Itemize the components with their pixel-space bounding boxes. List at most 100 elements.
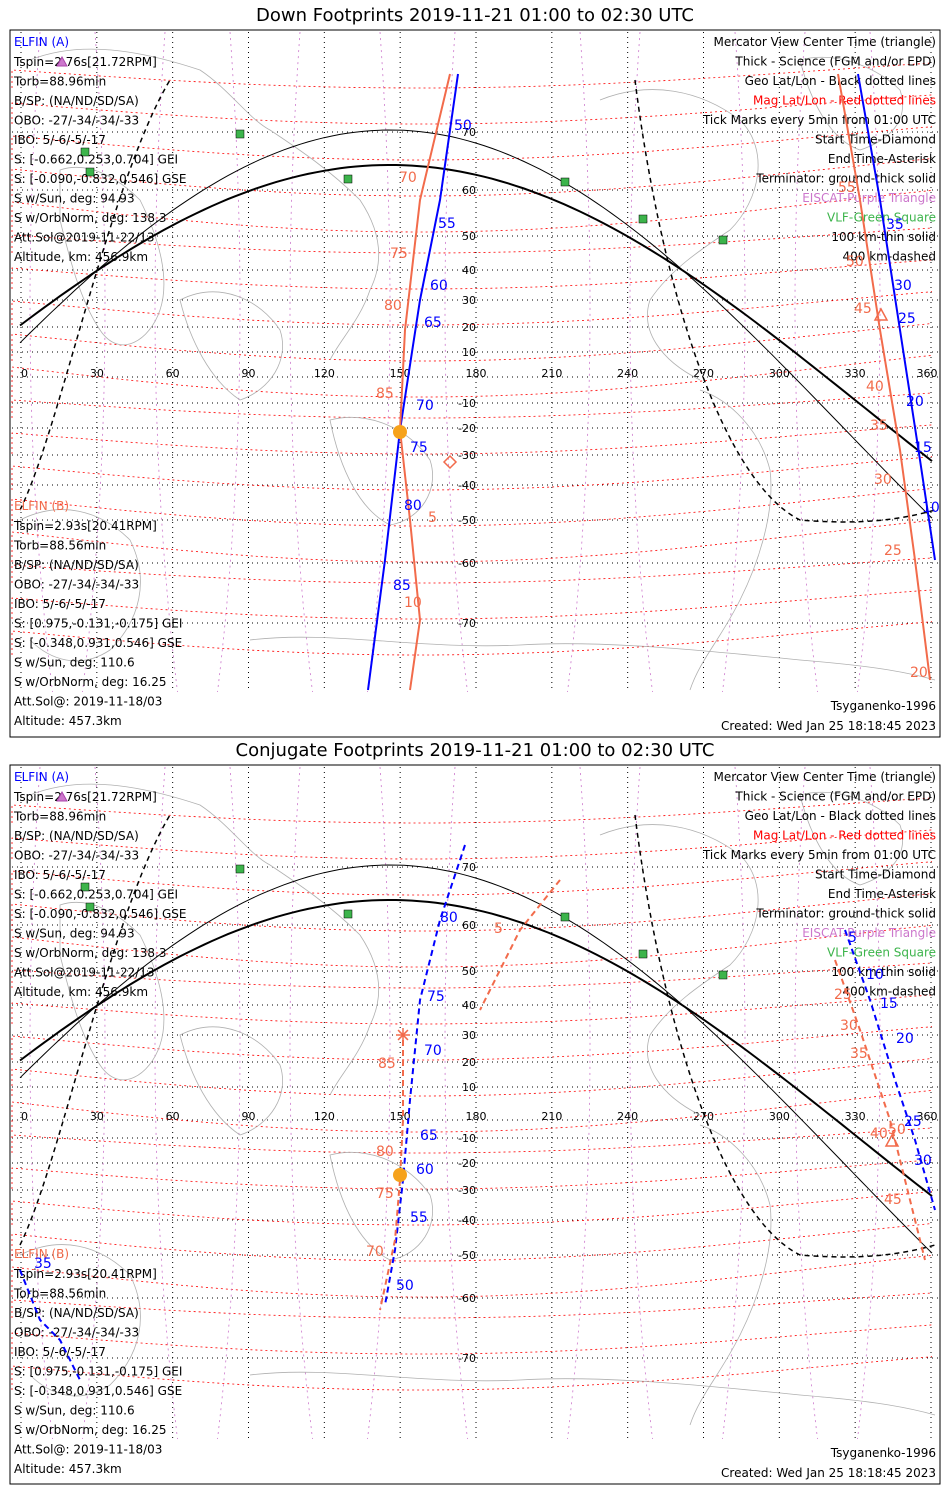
lon-tick-label: 330 bbox=[845, 1110, 866, 1123]
elfin-b-track-label: 40 bbox=[866, 379, 884, 395]
elfin-a-line: S: [-0.662,0.253,0.704] GEI bbox=[14, 888, 178, 902]
lon-tick-label: 30 bbox=[90, 1110, 104, 1123]
elfin-a-track-label: 50 bbox=[454, 118, 472, 134]
elfin-b-track-label: 45 bbox=[854, 301, 872, 317]
elfin-b-track-label: 5 bbox=[428, 510, 437, 526]
elfin-b-line: S: [-0.348,0.931,0.546] GSE bbox=[14, 636, 182, 650]
legend-item: Terminator: ground-thick solid bbox=[755, 172, 936, 186]
model-name: Tsyganenko-1996 bbox=[830, 1446, 936, 1460]
mag-meridian bbox=[857, 766, 881, 1440]
elfin-b-track-label: 25 bbox=[834, 987, 852, 1003]
legend-item: End Time-Asterisk bbox=[828, 887, 936, 901]
elfin-a-line: S w/Sun, deg: 94.93 bbox=[14, 192, 135, 206]
elfin-b-track-label: 50 bbox=[846, 254, 864, 270]
elfin-a-line: S: [-0.090,-0.832,0.546] GSE bbox=[14, 172, 187, 186]
mag-meridian bbox=[444, 766, 468, 1440]
mag-parallel bbox=[11, 259, 933, 290]
legend-item: Terminator: ground-thick solid bbox=[755, 907, 936, 921]
lon-tick-label: 300 bbox=[769, 1110, 790, 1123]
mag-parallel bbox=[11, 1026, 933, 1061]
mag-meridian bbox=[794, 766, 818, 1440]
created-timestamp: Created: Wed Jan 25 18:18:45 2023 bbox=[721, 1466, 936, 1480]
asterisk-icon bbox=[397, 1029, 409, 1041]
elfin-a-line: Torb=88.96min bbox=[13, 810, 106, 824]
legend-item: Start Time-Diamond bbox=[815, 133, 936, 147]
elfin-b-name: ELFIN (B) bbox=[14, 499, 69, 513]
lat-tick-label: 20 bbox=[462, 1056, 476, 1069]
terminator-400km bbox=[19, 814, 171, 1246]
mag-parallel bbox=[11, 424, 933, 455]
diamond-icon bbox=[442, 454, 458, 470]
elfin-b-name: ELFIN (B) bbox=[14, 1247, 69, 1261]
mag-parallel bbox=[11, 291, 933, 326]
mag-meridian bbox=[217, 766, 241, 1440]
lon-tick-label: 240 bbox=[617, 367, 638, 380]
terminator-100km bbox=[19, 129, 933, 519]
lat-tick-label: -50 bbox=[458, 514, 476, 527]
elfin-b-track-label: 80 bbox=[376, 1144, 394, 1160]
lat-tick-label: -20 bbox=[458, 422, 476, 435]
terminator-400km bbox=[19, 79, 171, 511]
legend-item: VLF-Green Square bbox=[827, 211, 936, 225]
legend-item: Geo Lat/Lon - Black dotted lines bbox=[745, 809, 936, 823]
elfin-b-track-label: 30 bbox=[874, 472, 892, 488]
elfin-b-track-label: 70 bbox=[366, 1244, 384, 1260]
elfin-a-track-right bbox=[857, 73, 936, 561]
elfin-b-line: IBO: 5/-6/-5/-17 bbox=[14, 1345, 106, 1359]
triangle-icon bbox=[56, 790, 68, 802]
mag-parallel bbox=[11, 1255, 933, 1298]
elfin-a-track-label: 65 bbox=[424, 315, 442, 331]
mag-parallel bbox=[11, 589, 933, 620]
legend-item: Thick - Science (FGM and/or EPD) bbox=[734, 790, 936, 804]
mag-parallel bbox=[11, 994, 933, 1025]
elfin-b-track-label: 75 bbox=[390, 246, 408, 262]
elfin-a-track-label: 60 bbox=[416, 1162, 434, 1178]
created-timestamp: Created: Wed Jan 25 18:18:45 2023 bbox=[721, 719, 936, 733]
mag-parallel bbox=[11, 520, 933, 563]
elfin-a-track-label: 5 bbox=[848, 930, 857, 946]
elfin-a-track-label: 25 bbox=[904, 1114, 922, 1130]
elfin-b-track-label: 45 bbox=[884, 1192, 902, 1208]
elfin-a-track-label: 70 bbox=[424, 1043, 442, 1059]
lat-tick-label: 50 bbox=[462, 230, 476, 243]
elfin-b-line: Altitude: 457.3km bbox=[14, 714, 122, 728]
triangle-icon bbox=[873, 307, 889, 321]
lat-tick-label: 70 bbox=[462, 126, 476, 139]
elfin-b-line: S w/Sun, deg: 110.6 bbox=[14, 1404, 135, 1418]
elfin-a-line: Torb=88.96min bbox=[13, 75, 106, 89]
vlf-green-square bbox=[560, 177, 570, 187]
elfin-b-line: Tspin=2.93s[20.41RPM] bbox=[13, 519, 157, 533]
mag-parallel bbox=[11, 1090, 933, 1133]
elfin-b-track-label: 35 bbox=[870, 418, 888, 434]
lat-tick-label: -70 bbox=[458, 617, 476, 630]
elfin-a-track-label: 85 bbox=[393, 578, 411, 594]
model-name: Tsyganenko-1996 bbox=[830, 699, 936, 713]
lon-tick-label: 0 bbox=[21, 367, 28, 380]
elfin-a-name: ELFIN (A) bbox=[14, 770, 69, 784]
elfin-b-track-right bbox=[834, 959, 926, 1261]
elfin-b-track-label: 75 bbox=[376, 1186, 394, 1202]
mag-parallel bbox=[11, 829, 933, 860]
continent-outline bbox=[329, 417, 433, 526]
lat-tick-label: -40 bbox=[458, 479, 476, 492]
elfin-b-line: Torb=88.56min bbox=[13, 1287, 106, 1301]
lat-tick-label: -60 bbox=[458, 1292, 476, 1305]
elfin-a-line: Tspin=2.76s[21.72RPM] bbox=[13, 790, 157, 804]
elfin-a-track-label: 10 bbox=[866, 967, 884, 983]
lat-tick-label: 60 bbox=[462, 919, 476, 932]
mag-parallel bbox=[11, 1159, 933, 1190]
triangle-icon bbox=[56, 55, 68, 67]
elfin-b-track-label: 5 bbox=[494, 921, 503, 937]
legend-item: Mag Lat/Lon - Red dotted lines bbox=[753, 829, 936, 843]
elfin-a-line: IBO: 5/-6/-5/-17 bbox=[14, 133, 106, 147]
lon-tick-label: 180 bbox=[466, 1110, 487, 1123]
elfin-b-track-label: 80 bbox=[384, 298, 402, 314]
continent-outline bbox=[689, 1124, 772, 1426]
elfin-b-line: Att.Sol@: 2019-11-18/03 bbox=[14, 1443, 162, 1457]
lat-tick-label: 10 bbox=[462, 346, 476, 359]
lon-tick-label: 180 bbox=[466, 367, 487, 380]
continent-outline bbox=[689, 389, 772, 691]
mag-parallel bbox=[11, 861, 933, 896]
elfin-a-line: B/SP: (NA/ND/SD/SA) bbox=[14, 829, 139, 843]
lon-tick-label: 60 bbox=[166, 367, 180, 380]
